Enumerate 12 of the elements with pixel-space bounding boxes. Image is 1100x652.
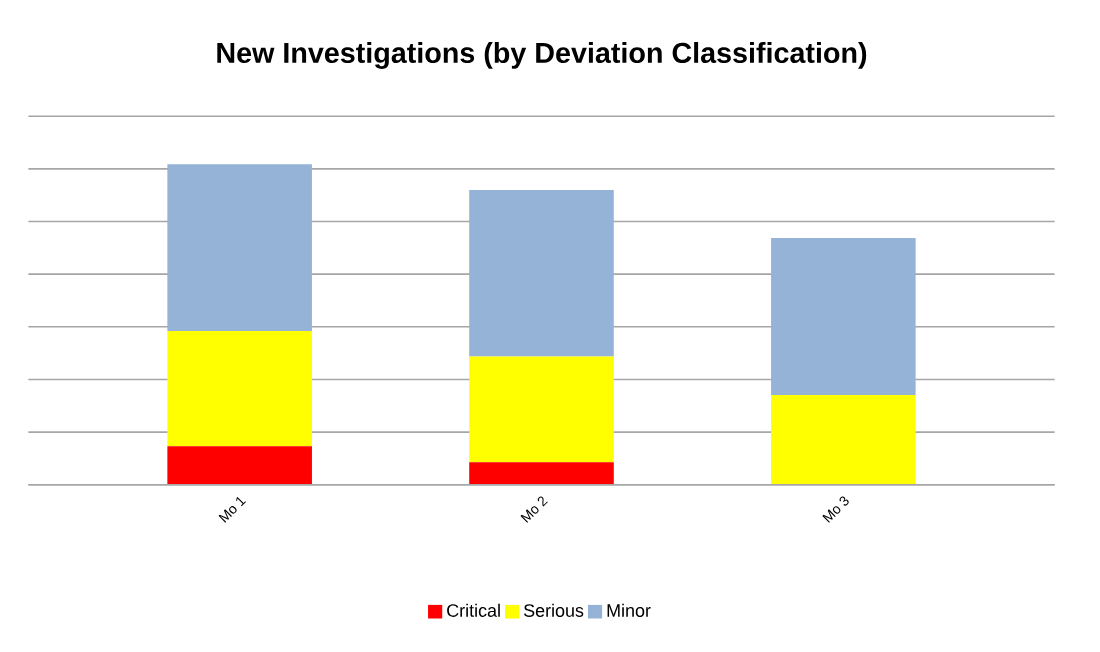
bar [469,462,614,485]
bar [167,446,312,485]
legend-label: Serious [523,603,584,617]
bar [771,395,916,485]
bar [469,189,614,357]
legend-label: Minor [607,603,651,617]
legend-label: Critical [447,603,500,617]
chart-title: New Investigations (by Deviation Classification) [217,42,867,69]
bar [469,356,614,463]
bar [771,238,916,396]
bar [167,330,312,447]
bar [167,164,312,331]
